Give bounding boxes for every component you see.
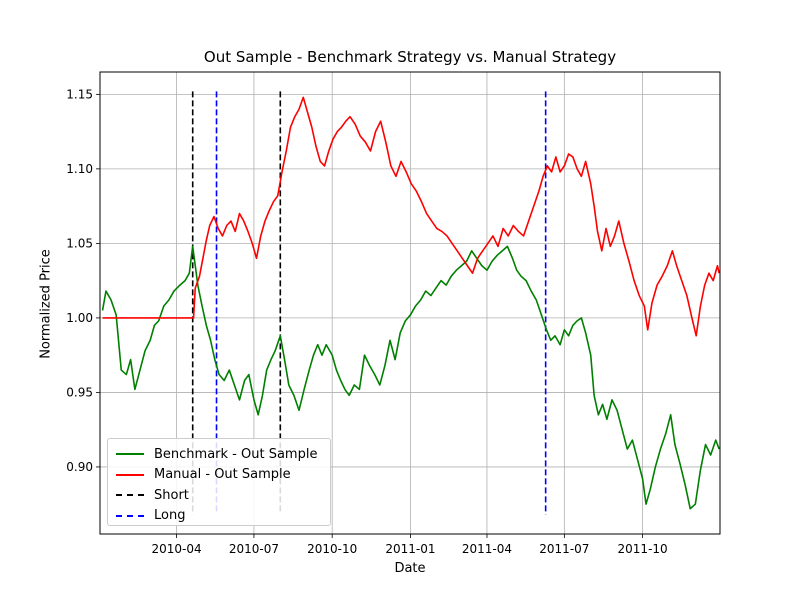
x-tick-label: 2011-10 [618, 542, 668, 556]
legend-label-long: Long [154, 508, 186, 524]
series-lines [101, 96, 720, 510]
legend-swatch-long [116, 514, 144, 517]
chart-title: Out Sample - Benchmark Strategy vs. Manu… [203, 48, 617, 66]
y-tick-label: 1.15 [66, 87, 93, 101]
x-tick-label: 2011-04 [462, 542, 512, 556]
legend-swatch-benchmark [116, 453, 144, 456]
y-tick-label: 0.90 [66, 460, 93, 474]
legend-swatch-manual [116, 473, 144, 476]
legend-item-short: Short [116, 485, 322, 506]
legend-swatch-short [116, 494, 144, 497]
legend-item-benchmark: Benchmark - Out Sample [116, 444, 322, 465]
legend: Benchmark - Out Sample Manual - Out Samp… [107, 438, 331, 526]
y-axis-label: Normalized Price [38, 249, 54, 359]
x-axis: 2010-04 2010-07 2010-10 2011-01 2011-04 2011-… [151, 534, 668, 556]
manual-series-line [102, 96, 720, 337]
x-tick-label: 2010-04 [151, 542, 201, 556]
y-axis: 0.90 0.95 1.00 1.05 1.10 1.15 [66, 87, 100, 474]
x-tick-label: 2011-07 [539, 542, 589, 556]
x-tick-label: 2011-01 [385, 542, 435, 556]
legend-item-manual: Manual - Out Sample [116, 465, 322, 486]
benchmark-series-line [101, 245, 720, 510]
x-tick-label: 2010-07 [229, 542, 279, 556]
y-tick-label: 0.95 [66, 385, 93, 399]
legend-label-manual: Manual - Out Sample [154, 467, 291, 483]
legend-item-long: Long [116, 506, 322, 527]
plot-frame [99, 71, 721, 535]
y-tick-label: 1.00 [66, 311, 93, 325]
legend-label-benchmark: Benchmark - Out Sample [154, 446, 318, 462]
y-tick-label: 1.05 [66, 236, 93, 250]
x-axis-label: Date [394, 561, 426, 576]
legend-label-short: Short [154, 487, 189, 503]
y-tick-label: 1.10 [66, 162, 93, 176]
x-tick-label: 2010-10 [307, 542, 357, 556]
